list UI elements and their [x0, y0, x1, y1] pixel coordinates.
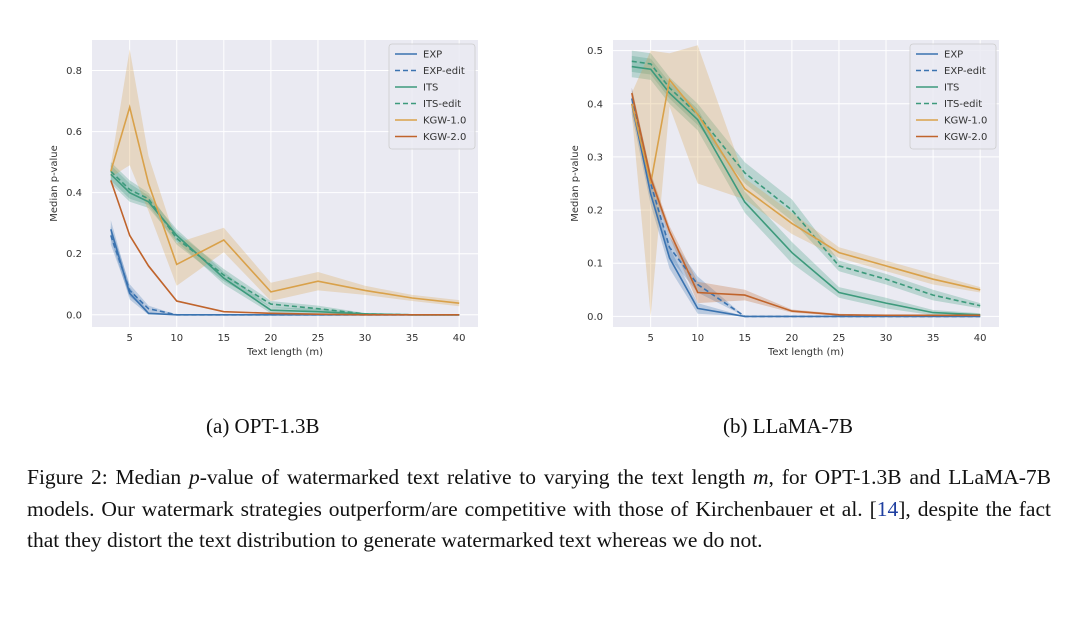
subcaption-b: (b) LLaMA-7B	[723, 414, 854, 438]
legend-label: EXP-edit	[423, 66, 465, 77]
legend-label: KGW-2.0	[944, 132, 987, 143]
confidence-band	[631, 45, 981, 317]
confidence-band	[110, 49, 460, 307]
x-tick-label: 35	[406, 333, 419, 344]
figure-panels: 5 10 15 20 25 30 35 40 0.0 0.2 0.4 0.6 0.8 Text lengt…	[49, 40, 999, 358]
x-tick-label: 25	[312, 333, 325, 344]
legend-label: EXP-edit	[944, 66, 986, 77]
x-tick-label: 35	[927, 333, 940, 344]
series-line	[631, 78, 981, 291]
subcaption-a: (a) OPT-1.3B	[206, 414, 320, 438]
x-tick-label: 40	[974, 333, 987, 344]
x-tick-label: 10	[691, 333, 704, 344]
x-tick-label: 10	[170, 333, 183, 344]
y-axis-label: Median p-value	[570, 145, 581, 222]
y-tick-label: 0.0	[66, 310, 82, 321]
series-line	[631, 98, 981, 318]
x-tick-label: 5	[647, 333, 653, 344]
confidence-band	[631, 50, 981, 309]
x-tick-label: 30	[359, 333, 372, 344]
x-axis-label: Text length (m)	[767, 347, 844, 358]
caption-prefix: Figure 2: Median	[27, 465, 189, 489]
series-line	[631, 92, 981, 317]
x-tick-label: 5	[126, 333, 132, 344]
series-line	[631, 60, 981, 307]
y-tick-label: 0.2	[587, 206, 603, 217]
legend-label: ITS	[944, 83, 959, 94]
confidence-band	[110, 165, 460, 315]
y-tick-label: 0.1	[587, 259, 603, 270]
x-tick-label: 15	[738, 333, 751, 344]
y-axis-label: Median p-value	[49, 145, 60, 222]
legend-label: ITS-edit	[944, 99, 982, 110]
x-tick-label: 40	[453, 333, 466, 344]
y-tick-label: 0.6	[66, 127, 82, 138]
legend-box	[388, 43, 476, 150]
y-tick-label: 0.3	[587, 152, 603, 163]
legend-label: EXP	[423, 50, 442, 61]
series-line	[110, 180, 460, 316]
caption-rest2: ], despite the fact that they distort th…	[27, 496, 1051, 553]
chart-llama: 5 10 15 20 25 30 35 40 0.0 0.1 0.2 0.3 0.4 0.5 Text le…	[570, 40, 999, 358]
caption-p: p	[188, 465, 200, 489]
y-tick-label: 0.4	[66, 188, 82, 199]
citation-link[interactable]: 14	[876, 496, 899, 521]
chart-opt: 5 10 15 20 25 30 35 40 0.0 0.2 0.4 0.6 0.8 Text lengt…	[49, 40, 478, 358]
legend-label: KGW-1.0	[423, 116, 466, 127]
series-line	[631, 65, 981, 316]
x-axis-label: Text length (m)	[246, 347, 323, 358]
caption-m: m	[753, 465, 769, 489]
legend-label: EXP	[944, 50, 963, 61]
legend-label: ITS-edit	[423, 99, 461, 110]
y-tick-label: 0.0	[587, 312, 603, 323]
x-tick-label: 20	[265, 333, 278, 344]
y-tick-label: 0.4	[587, 99, 603, 110]
caption-rest1: , for OPT-1.3B and LLaMA-7B models. Our …	[27, 465, 1051, 521]
x-tick-label: 25	[833, 333, 846, 344]
y-tick-label: 0.5	[587, 46, 603, 57]
x-tick-label: 15	[217, 333, 230, 344]
y-tick-label: 0.2	[66, 249, 82, 260]
series-line	[110, 104, 460, 304]
legend-box	[909, 43, 997, 150]
figure-caption: Figure 2: Median p-value of watermarked …	[27, 462, 1051, 557]
x-tick-label: 20	[786, 333, 799, 344]
legend-label: KGW-2.0	[423, 132, 466, 143]
x-tick-label: 30	[880, 333, 893, 344]
legend-label: ITS	[423, 83, 438, 94]
legend-label: KGW-1.0	[944, 116, 987, 127]
y-tick-label: 0.8	[66, 66, 82, 77]
caption-mid: -value of watermarked text relative to v…	[199, 465, 753, 489]
